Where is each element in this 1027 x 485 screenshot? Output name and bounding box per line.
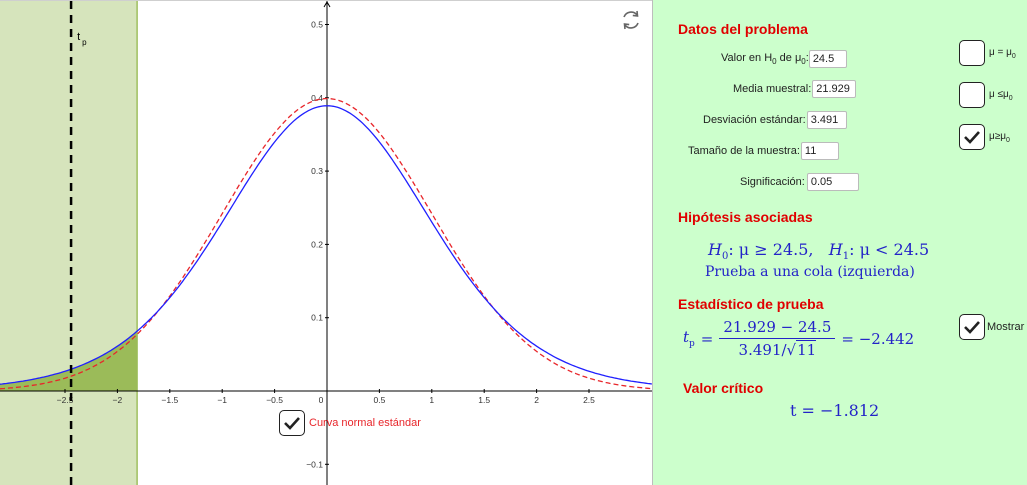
y-tick-label: 0.2 (311, 239, 323, 249)
hipotesis-title: Hipótesis asociadas (678, 209, 813, 225)
tam-label: Tamaño de la muestra: (688, 145, 800, 157)
check-icon (964, 131, 980, 144)
option-le-checkbox[interactable] (959, 82, 985, 108)
estadistico-title: Estadístico de prueba (678, 296, 824, 312)
desv-input[interactable] (806, 111, 847, 129)
x-tick-label: 0 (319, 395, 324, 405)
normal-curve-label: Curva normal estándar (309, 417, 421, 429)
critico-title: Valor crítico (683, 380, 764, 396)
y-tick-label: 0.5 (311, 20, 323, 30)
check-icon (964, 321, 980, 334)
x-tick-label: 2 (534, 395, 539, 405)
x-tick-label: 0.5 (373, 395, 385, 405)
x-tick-label: −2 (113, 395, 123, 405)
x-tick-label: −1 (217, 395, 227, 405)
sig-input[interactable] (806, 173, 859, 191)
x-tick-label: −0.5 (266, 395, 283, 405)
datos-title: Datos del problema (678, 21, 808, 37)
x-tick-label: −1.5 (161, 395, 178, 405)
option-eq-label: μ = μ0 (989, 46, 1016, 60)
option-le[interactable]: μ ≤μ0 (959, 82, 1013, 108)
x-tick-label: 2.5 (583, 395, 595, 405)
mostrar-checkbox[interactable] (959, 314, 985, 340)
critical-value-formula: t = −1.812 (790, 401, 880, 420)
check-icon (284, 417, 300, 430)
normal-curve-toggle[interactable]: Curva normal estándar (279, 410, 421, 436)
tam-row: Tamaño de la muestra: (688, 142, 839, 160)
mostrar-label: Mostrar (987, 321, 1025, 333)
tam-input[interactable] (800, 142, 839, 160)
option-le-label: μ ≤μ0 (989, 88, 1013, 102)
valor-h0-row: Valor en H0 de μ0: (721, 50, 847, 68)
x-tick-label: 1 (429, 395, 434, 405)
rejection-region (0, 1, 138, 485)
desv-label: Desviación estándar: (703, 114, 806, 126)
reset-icon[interactable] (620, 9, 642, 31)
option-ge[interactable]: μ≥μ0 (959, 124, 1010, 150)
test-statistic-label: t (77, 31, 80, 43)
normal-curve-checkbox[interactable] (279, 410, 305, 436)
y-tick-label: 0.3 (311, 166, 323, 176)
problem-panel: Datos del problema Valor en H0 de μ0: Me… (652, 0, 1027, 485)
normal-curve (0, 97, 652, 390)
option-ge-label: μ≥μ0 (989, 130, 1010, 144)
x-tick-label: −2.5 (57, 395, 74, 405)
x-tick-label: 1.5 (478, 395, 490, 405)
y-tick-label: 0.1 (311, 313, 323, 323)
tail-area (0, 331, 138, 391)
media-row: Media muestral: (733, 80, 857, 98)
option-eq-checkbox[interactable] (959, 40, 985, 66)
test-statistic-label-sub: p (82, 38, 87, 47)
distribution-plot[interactable]: −2.5 −2 −1.5 −1 −0.5 0 0.5 1 1.5 2 2.5 0.5 0.4 0.3 0.2… (0, 1, 652, 485)
desv-row: Desviación estándar: (703, 111, 847, 129)
mostrar-toggle[interactable]: Mostrar (959, 314, 1024, 340)
t-distribution-curve (0, 105, 652, 385)
valor-h0-input[interactable] (808, 50, 847, 68)
sig-row: Significación: (740, 173, 859, 191)
valor-h0-label: Valor en H0 de μ0: (721, 51, 809, 67)
sig-label: Significación: (740, 176, 805, 188)
y-tick-label: 0.4 (311, 93, 323, 103)
test-statistic-formula: tp = 21.929 − 24.5 3.491/√11 = −2.442 (683, 318, 915, 359)
y-tick-label: −0.1 (306, 459, 323, 469)
media-label: Media muestral: (733, 83, 812, 95)
hypotheses-formula: H0: μ ≥ 24.5, H1: μ < 24.5 (708, 240, 930, 263)
graphics-view[interactable]: −2.5 −2 −1.5 −1 −0.5 0 0.5 1 1.5 2 2.5 0.5 0.4 0.3 0.2… (0, 0, 652, 485)
y-axis-arrow (323, 1, 331, 8)
option-ge-checkbox[interactable] (959, 124, 985, 150)
prueba-text: Prueba a una cola (izquierda) (705, 264, 915, 280)
media-input[interactable] (812, 80, 857, 98)
option-eq[interactable]: μ = μ0 (959, 40, 1016, 66)
